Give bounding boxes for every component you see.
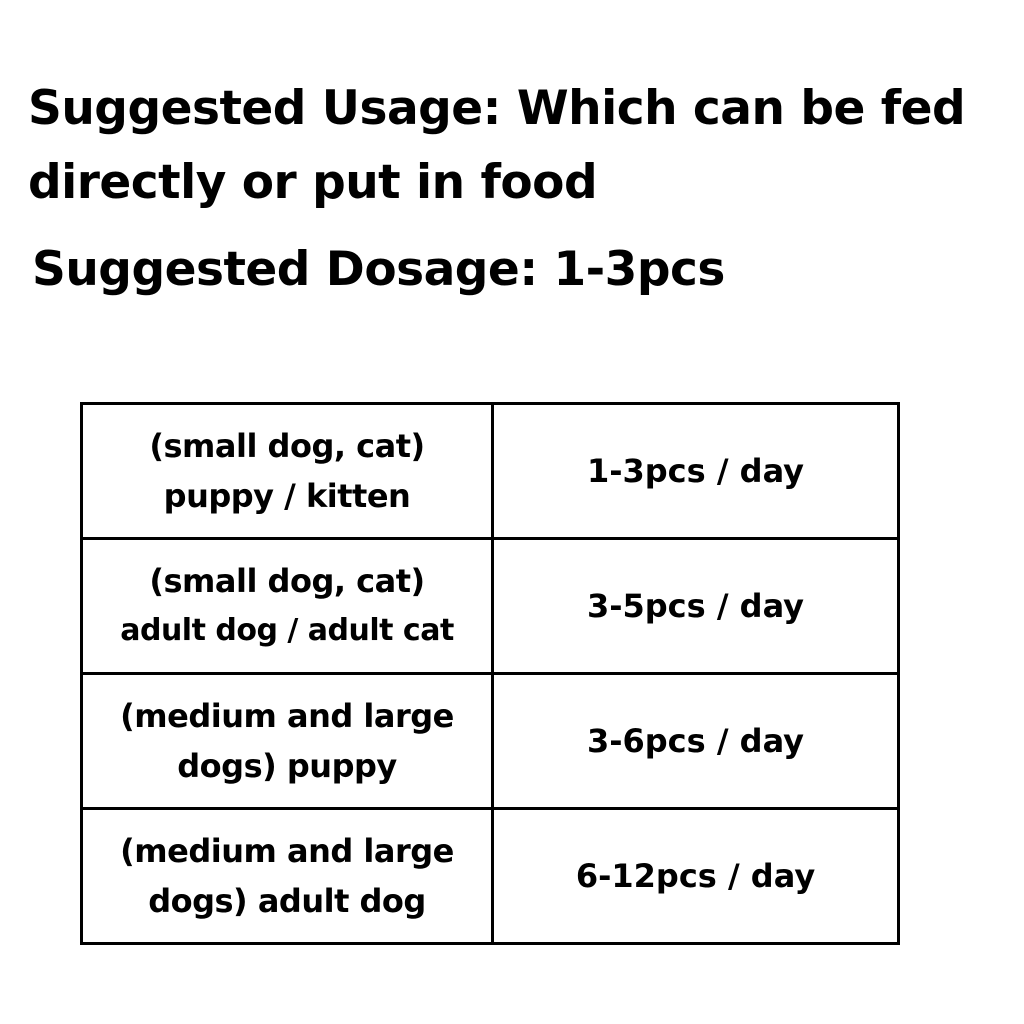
pet-type-cell: (small dog, cat) adult dog / adult cat	[80, 537, 494, 675]
suggested-usage: Suggested Usage: Which can be fed direct…	[28, 81, 966, 210]
pet-type-line: dogs) puppy	[177, 747, 397, 785]
table-row: (medium and large dogs) adult dog 6-12pcs …	[80, 807, 900, 945]
pet-type-line: puppy / kitten	[163, 477, 411, 515]
pet-type-cell: (medium and large dogs) puppy	[80, 672, 494, 810]
dosage-table: (small dog, cat) puppy / kitten 1-3pcs / d…	[80, 402, 900, 945]
table-row: (small dog, cat) puppy / kitten 1-3pcs / d…	[80, 402, 900, 540]
table-row: (medium and large dogs) puppy 3-6pcs / day	[80, 672, 900, 810]
pet-type-cell: (small dog, cat) puppy / kitten	[80, 402, 494, 540]
dose-cell: 3-6pcs / day	[491, 672, 900, 810]
pet-type-line: (small dog, cat)	[149, 562, 425, 600]
pet-type-line: (medium and large	[120, 697, 454, 735]
pet-type-line: (medium and large	[120, 832, 454, 870]
dose-cell: 3-5pcs / day	[491, 537, 900, 675]
pet-type-line: dogs) adult dog	[148, 882, 426, 920]
table-row: (small dog, cat) adult dog / adult cat 3-5…	[80, 537, 900, 675]
pet-type-line: (small dog, cat)	[149, 427, 425, 465]
dose-cell: 1-3pcs / day	[491, 402, 900, 540]
pet-type-line: adult dog / adult cat	[120, 613, 454, 648]
dose-cell: 6-12pcs / day	[491, 807, 900, 945]
pet-type-cell: (medium and large dogs) adult dog	[80, 807, 494, 945]
suggested-dosage: Suggested Dosage: 1-3pcs	[32, 242, 725, 297]
